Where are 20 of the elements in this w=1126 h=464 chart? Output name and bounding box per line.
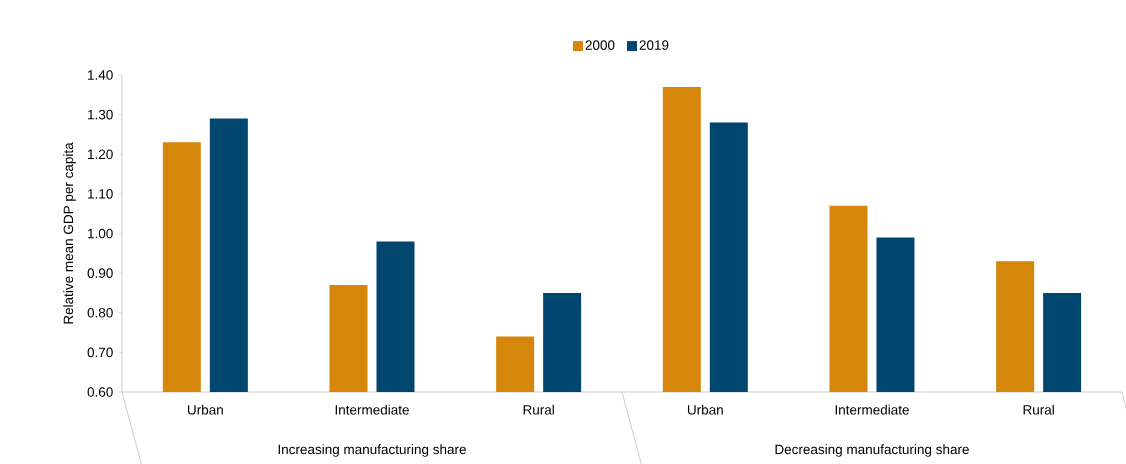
legend-label: 2019 — [639, 40, 669, 50]
text: Decreasing manufacturing share — [775, 444, 969, 457]
legend-label: 2000 — [585, 40, 615, 50]
x-tick-label: Intermediate — [335, 404, 409, 415]
x-tick-label: Rural — [1023, 404, 1054, 415]
y-tick-label: 0.80 — [87, 307, 113, 318]
x-tick-label: Rural — [523, 404, 554, 415]
y-tick-label: 0.70 — [87, 347, 113, 358]
y-tick-label: 0.60 — [87, 387, 113, 397]
x-tick-label: Urban — [687, 404, 723, 415]
y-tick-label: 1.10 — [88, 189, 113, 199]
x-tick-label: Urban — [187, 404, 223, 415]
y-tick-label: 1.20 — [88, 149, 113, 160]
y-tick-label: 0.90 — [87, 268, 113, 278]
y-tick-label: 1.00 — [88, 228, 113, 239]
text: Increasing manufacturing share — [278, 444, 466, 457]
y-tick-label: 1.30 — [88, 109, 113, 120]
y-axis-title: Relative mean GDP per capita — [63, 142, 76, 324]
y-tick-label: 1.40 — [88, 70, 113, 80]
x-tick-label: Intermediate — [835, 404, 909, 415]
